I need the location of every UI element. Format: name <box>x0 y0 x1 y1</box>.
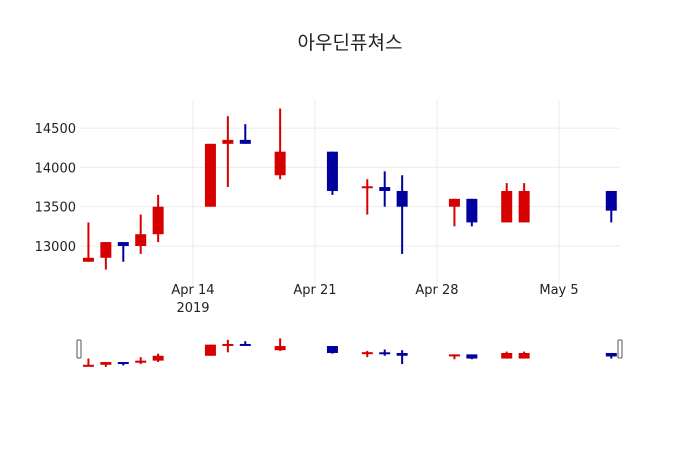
x-axis: Apr 14 2019 Apr 21 Apr 28 May 5 <box>171 283 578 316</box>
candle[interactable] <box>117 242 129 262</box>
candle[interactable] <box>518 183 530 223</box>
gridlines <box>80 100 620 285</box>
mini-candle <box>518 351 530 359</box>
mini-candle <box>82 358 94 367</box>
candle[interactable] <box>222 116 234 188</box>
candle[interactable] <box>274 108 286 180</box>
candle[interactable] <box>204 143 216 207</box>
y-tick-label: 14000 <box>35 161 76 176</box>
mini-candle <box>117 362 129 366</box>
y-tick-label: 13000 <box>35 240 76 255</box>
x-tick-label: May 5 <box>539 283 578 298</box>
x-tick-label: Apr 28 <box>415 283 458 298</box>
candle[interactable] <box>239 124 251 144</box>
x-tick-label: 2019 <box>176 301 209 316</box>
candle[interactable] <box>396 175 408 254</box>
mini-candle <box>274 338 286 351</box>
mini-candle <box>135 357 147 365</box>
x-tick-label: Apr 14 <box>171 283 214 298</box>
mini-candle <box>448 354 460 360</box>
mini-candle <box>501 351 513 359</box>
range-slider-handle-right[interactable] <box>617 339 623 359</box>
mini-candle <box>466 354 478 360</box>
candle[interactable] <box>361 179 373 215</box>
mini-candle <box>361 350 373 358</box>
candle[interactable] <box>135 214 147 254</box>
candle[interactable] <box>605 190 617 223</box>
mini-candle <box>605 352 617 359</box>
candle[interactable] <box>152 194 164 243</box>
y-tick-label: 14500 <box>35 122 76 137</box>
mini-candle <box>100 362 112 367</box>
y-tick-label: 13500 <box>35 201 76 216</box>
candle[interactable] <box>466 198 478 227</box>
range-slider[interactable] <box>76 338 623 367</box>
candle[interactable] <box>100 242 112 270</box>
mini-candle <box>396 350 408 365</box>
candle[interactable] <box>326 151 338 195</box>
mini-candle <box>152 353 164 363</box>
mini-candle <box>379 349 391 356</box>
x-tick-label: Apr 21 <box>293 283 336 298</box>
candle[interactable] <box>501 183 513 223</box>
mini-candle <box>222 339 234 353</box>
candle[interactable] <box>448 198 460 227</box>
mini-candle <box>204 344 216 356</box>
chart-title: 아우딘퓨쳐스 <box>297 32 403 54</box>
range-slider-handle-left[interactable] <box>76 339 82 359</box>
candle[interactable] <box>82 222 94 262</box>
y-axis: 13000 13500 14000 14500 <box>35 122 76 255</box>
mini-candle <box>326 346 338 354</box>
candles[interactable] <box>82 108 617 270</box>
candle[interactable] <box>379 171 391 207</box>
mini-candle <box>239 341 251 346</box>
